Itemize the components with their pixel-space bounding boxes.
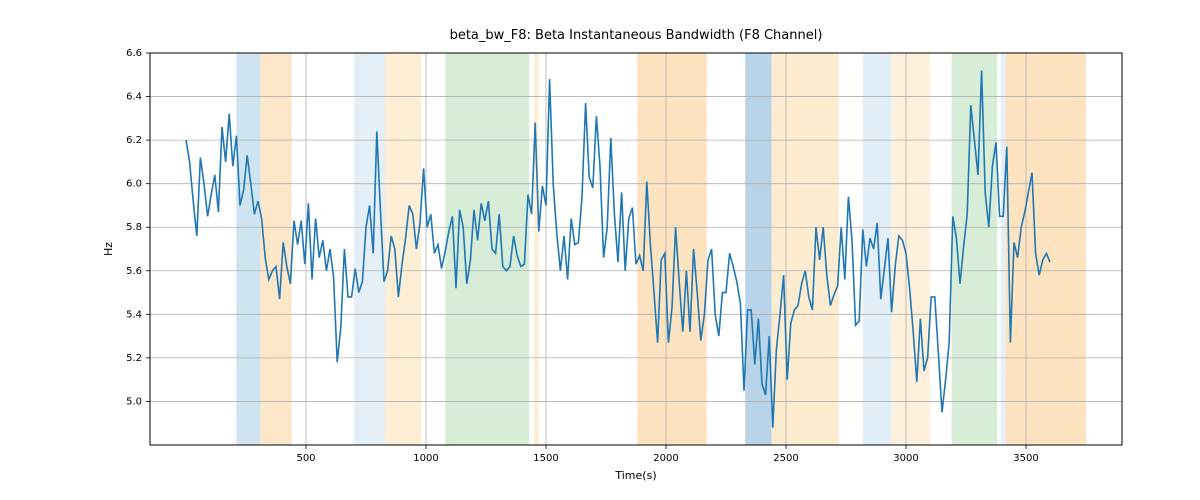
region-band-13: [1006, 53, 1086, 445]
x-tick-label: 500: [296, 453, 315, 464]
y-tick-label: 5.0: [126, 396, 142, 407]
x-tick-label: 2000: [653, 453, 678, 464]
region-band-8: [772, 53, 839, 445]
y-tick-label: 5.8: [126, 222, 142, 233]
y-tick-label: 6.6: [126, 48, 142, 59]
y-tick-label: 6.4: [126, 92, 142, 103]
chart-title: beta_bw_F8: Beta Instantaneous Bandwidth…: [450, 28, 823, 43]
region-band-2: [354, 53, 385, 445]
y-tick-label: 5.6: [126, 266, 142, 277]
x-tick-label: 3500: [1013, 453, 1038, 464]
region-band-6: [637, 53, 707, 445]
x-tick-label: 3000: [893, 453, 918, 464]
x-tick-label: 1000: [413, 453, 438, 464]
x-tick-label: 2500: [773, 453, 798, 464]
y-tick-label: 5.2: [126, 353, 142, 364]
y-tick-label: 5.4: [126, 309, 142, 320]
line-chart: 500 1000 1500 2000 2500 3000 3500 5.0 5.2 5.4 5.6 5…: [0, 0, 1200, 500]
region-band-12: [1001, 53, 1006, 445]
y-axis-label: Hz: [102, 242, 115, 256]
region-band-5: [534, 53, 539, 445]
y-tick-label: 6.0: [126, 179, 142, 190]
x-axis-label: Time(s): [614, 469, 656, 482]
region-band-0: [236, 53, 260, 445]
region-band-11: [952, 53, 998, 445]
chart-container: 500 1000 1500 2000 2500 3000 3500 5.0 5.2 5.4 5.6 5…: [0, 0, 1200, 500]
x-tick-label: 1500: [533, 453, 558, 464]
region-band-7: [745, 53, 771, 445]
y-tick-label: 6.2: [126, 135, 142, 146]
